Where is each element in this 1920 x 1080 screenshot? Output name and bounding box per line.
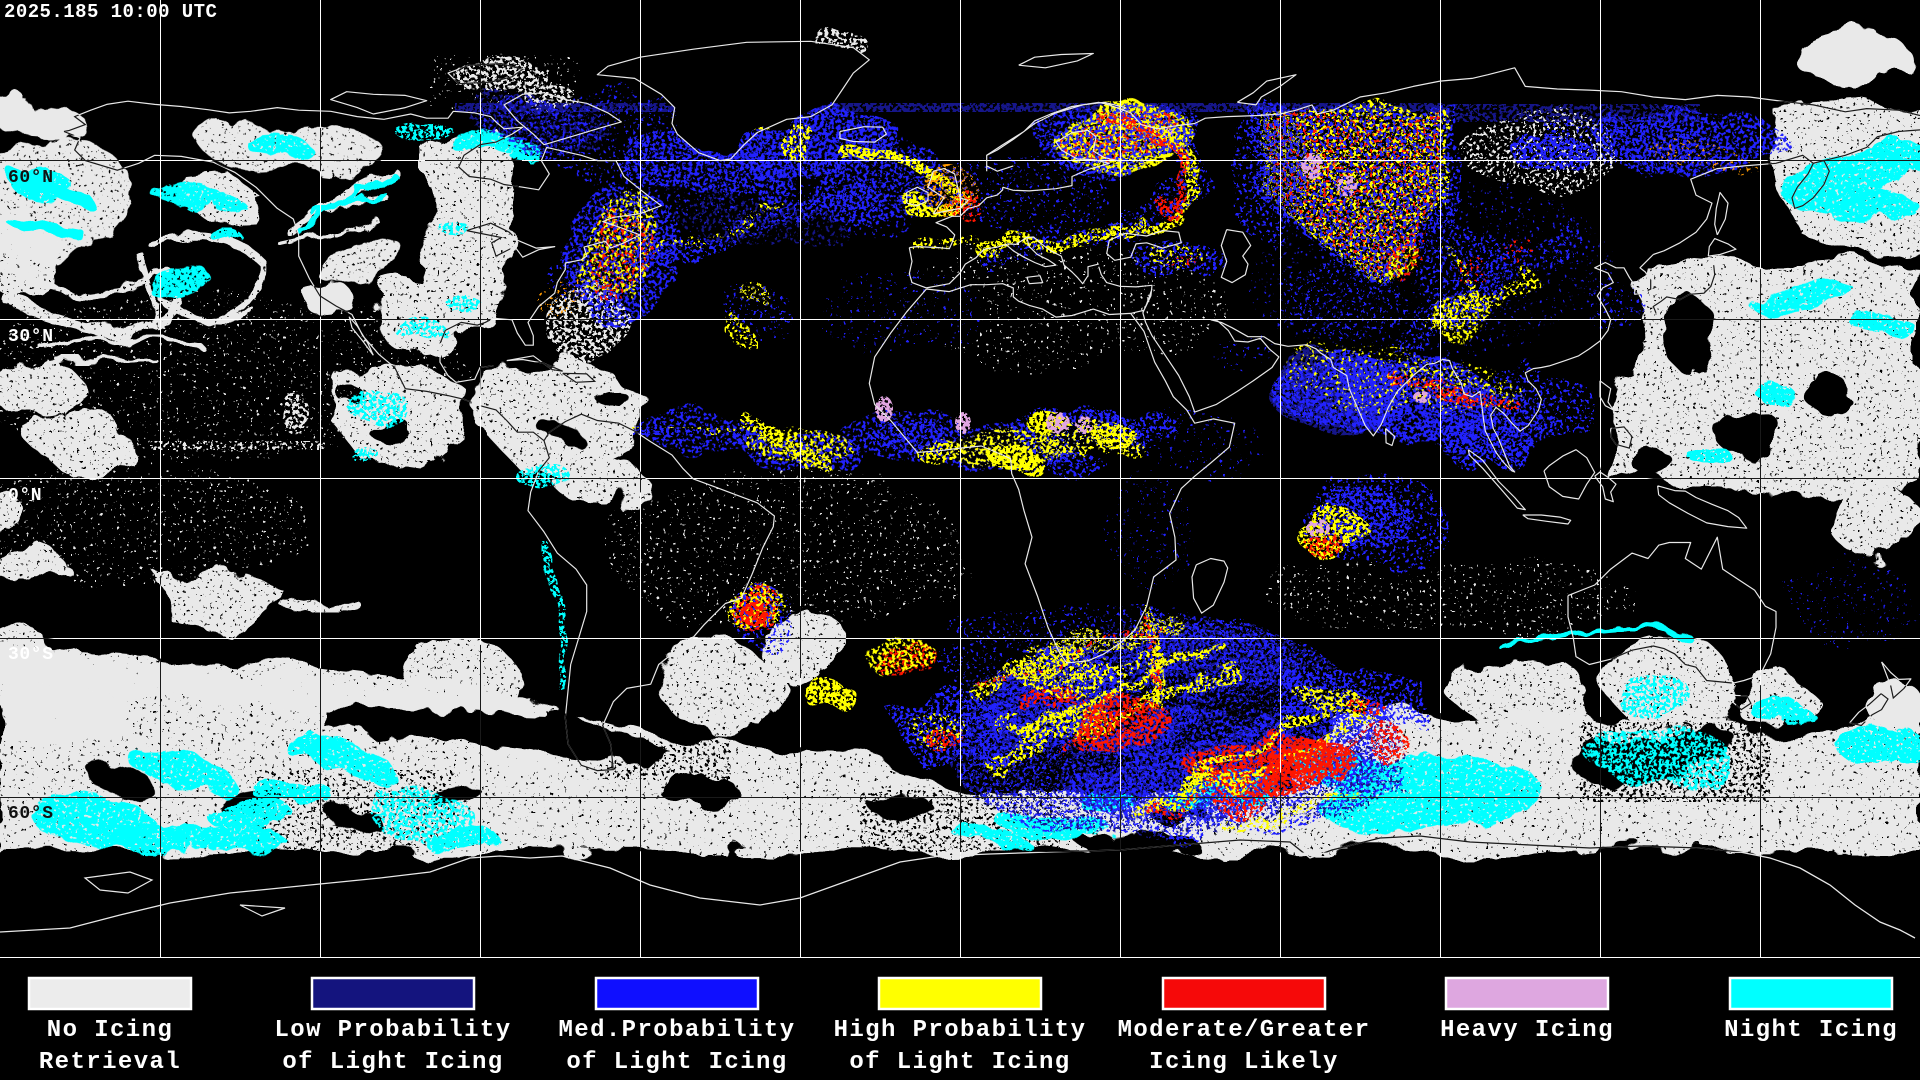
svg-text:2025.185 10:00 UTC: 2025.185 10:00 UTC — [4, 1, 217, 23]
svg-text:Low Probability: Low Probability — [274, 1017, 511, 1044]
svg-text:Night Icing: Night Icing — [1724, 1017, 1898, 1044]
svg-text:Moderate/Greater: Moderate/Greater — [1118, 1017, 1371, 1044]
svg-text:of Light Icing: of Light Icing — [282, 1049, 503, 1076]
svg-text:60°N: 60°N — [8, 168, 54, 188]
svg-text:High Probability: High Probability — [834, 1017, 1087, 1044]
svg-text:Heavy Icing: Heavy Icing — [1440, 1017, 1614, 1044]
svg-text:30°S: 30°S — [8, 645, 54, 665]
svg-text:of Light Icing: of Light Icing — [849, 1049, 1070, 1076]
svg-text:No Icing: No Icing — [47, 1017, 173, 1044]
svg-text:Retrieval: Retrieval — [39, 1049, 181, 1076]
svg-text:30°N: 30°N — [8, 327, 54, 347]
svg-text:of Light Icing: of Light Icing — [566, 1049, 787, 1076]
svg-text:60°S: 60°S — [8, 804, 54, 824]
svg-text:Med.Probability: Med.Probability — [558, 1017, 795, 1044]
svg-text:0°N: 0°N — [8, 486, 42, 506]
svg-text:Icing Likely: Icing Likely — [1149, 1049, 1339, 1076]
